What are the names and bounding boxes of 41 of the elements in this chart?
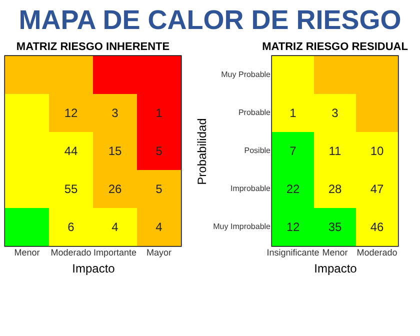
data-label: 28 [328, 182, 342, 196]
data-label: 6 [68, 220, 75, 234]
chart-subtitle: MATRIZ RIESGO RESIDUAL [262, 41, 408, 53]
data-label: 12 [64, 106, 78, 120]
y-tick-label: Probable [238, 108, 272, 117]
data-label: 47 [370, 182, 384, 196]
data-label: 1 [290, 106, 297, 120]
data-label: 46 [370, 220, 384, 234]
y-tick-label: Improbable [230, 184, 272, 193]
data-label: 12 [286, 220, 300, 234]
x-tick-label: Importante [93, 248, 137, 258]
chart-title: MAPA DE CALOR DE RIESGO [18, 4, 402, 37]
x-axis-title: Impacto [72, 262, 116, 276]
y-tick-label: Muy Probable [221, 70, 272, 79]
x-axis-title: Impacto [314, 262, 358, 276]
data-label: 22 [286, 182, 300, 196]
data-label: 10 [370, 144, 384, 158]
data-label: 3 [332, 106, 339, 120]
data-label: 44 [64, 144, 78, 158]
x-tick-label: Menor [322, 248, 348, 258]
y-axis-title: Probabilidad [195, 118, 210, 185]
x-tick-label: Insignificante [266, 248, 320, 258]
data-label: 5 [156, 144, 163, 158]
x-tick-label: Mayor [146, 248, 172, 258]
y-tick-label: Posible [244, 146, 272, 155]
data-label: 4 [112, 220, 119, 234]
data-label: 5 [156, 182, 163, 196]
data-label: 55 [64, 182, 78, 196]
data-label: 11 [328, 144, 342, 158]
data-label: 4 [156, 220, 163, 234]
data-label: 35 [328, 220, 342, 234]
x-tick-label: Moderado [356, 248, 398, 258]
data-label: 7 [290, 144, 297, 158]
y-tick-label: Muy Improbable [213, 222, 272, 231]
chart-subtitle: MATRIZ RIESGO INHERENTE [16, 41, 170, 53]
data-label: 15 [108, 144, 122, 158]
data-label: 3 [112, 106, 119, 120]
data-label: 1 [156, 106, 163, 120]
x-tick-label: Moderado [50, 248, 92, 258]
data-label: 26 [108, 182, 122, 196]
x-tick-label: Menor [14, 248, 40, 258]
